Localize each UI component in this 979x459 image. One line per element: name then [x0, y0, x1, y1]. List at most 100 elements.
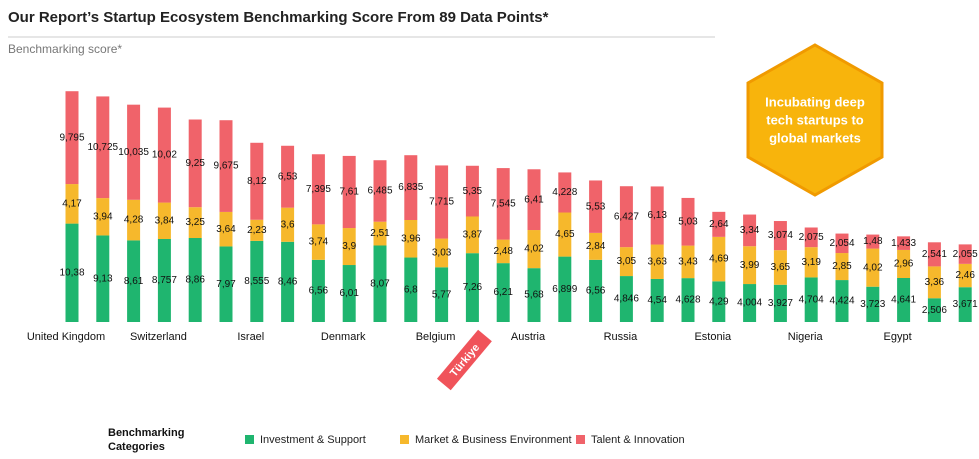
legend-title: Benchmarking Categories	[108, 427, 185, 453]
bar-segment	[250, 142, 264, 220]
data-label: 8,12	[247, 176, 267, 187]
bar-segment	[311, 224, 325, 260]
bar-segment	[96, 198, 110, 236]
callout-text: Incubating deep	[765, 94, 865, 109]
data-label: 6,899	[552, 284, 577, 295]
data-label: 3,63	[647, 256, 667, 267]
bar-segment	[743, 284, 757, 322]
bar-segment	[496, 239, 510, 264]
data-label: 4,628	[675, 295, 700, 306]
data-label: 2,46	[955, 270, 975, 281]
bar-segment	[127, 199, 141, 241]
bar-segment	[866, 286, 880, 322]
legend-swatch	[400, 435, 409, 444]
data-label: 3,99	[740, 260, 760, 271]
data-label: 4,704	[799, 294, 824, 305]
bar-segment	[835, 233, 849, 254]
bar-segment	[927, 242, 941, 267]
bar-segment	[65, 223, 79, 322]
data-label: 7,545	[491, 198, 516, 209]
bar-segment	[619, 247, 633, 277]
bar-segment	[773, 284, 787, 322]
bar-segment	[619, 276, 633, 322]
bar-segment	[927, 266, 941, 299]
data-label: 7,715	[429, 197, 454, 208]
data-label: 1,433	[891, 238, 916, 249]
data-label: 6,41	[524, 194, 544, 205]
data-label: 2,541	[922, 249, 947, 260]
bar-segment	[958, 263, 972, 288]
bar-segment	[619, 186, 633, 248]
data-label: 2,85	[832, 261, 852, 272]
bar-segment	[773, 250, 787, 285]
data-label: 10,725	[88, 142, 119, 153]
subtitle: Benchmarking score*	[8, 42, 122, 56]
bar-segment	[773, 221, 787, 251]
bar-segment	[681, 278, 695, 322]
bar-segment	[743, 214, 757, 247]
bar-segment	[373, 160, 387, 222]
data-label: 5,77	[432, 289, 452, 300]
bar-segment	[281, 241, 295, 322]
data-label: 3,9	[342, 241, 356, 252]
data-label: 4,02	[863, 262, 883, 273]
bar-segment	[558, 212, 572, 257]
bar-segment	[127, 240, 141, 322]
bar-segment	[188, 119, 202, 208]
data-label: 1,48	[863, 236, 883, 247]
data-label: 3,74	[309, 237, 329, 248]
data-label: 3,36	[925, 277, 945, 288]
bar-segment	[96, 96, 110, 199]
data-label: 6,56	[586, 286, 606, 297]
data-label: 9,795	[59, 132, 84, 143]
x-tick-label: Estonia	[694, 331, 732, 343]
data-label: 3,64	[216, 224, 236, 235]
data-label: 3,074	[768, 230, 793, 241]
bar-segment	[558, 172, 572, 213]
data-label: 3,43	[678, 257, 698, 268]
legend-label: Talent & Innovation	[591, 434, 685, 446]
data-label: 9,675	[213, 161, 238, 172]
bar-segment	[712, 281, 726, 322]
data-label: 7,61	[339, 187, 359, 198]
data-label: 10,02	[152, 150, 177, 161]
bar-segment	[311, 154, 325, 225]
data-label: 2,64	[709, 219, 729, 230]
legend-label: Investment & Support	[260, 434, 366, 446]
legend-swatch	[576, 435, 585, 444]
data-label: 2,506	[922, 305, 947, 316]
bar-segment	[681, 245, 695, 279]
bar-segment	[404, 257, 418, 322]
legend-swatch	[245, 435, 254, 444]
data-label: 6,13	[647, 210, 667, 221]
bar-segment	[465, 253, 479, 322]
bar-segment	[496, 168, 510, 240]
bar-segment	[712, 236, 726, 282]
bar-segment	[435, 165, 449, 239]
bar-segment	[650, 278, 664, 322]
data-label: 3,34	[740, 225, 760, 236]
x-tick-label: Russia	[604, 331, 639, 343]
data-label: 4,54	[647, 295, 667, 306]
data-label: 2,23	[247, 225, 267, 236]
data-label: 4,17	[62, 198, 82, 209]
bar-segment	[681, 197, 695, 246]
bar-segment	[404, 155, 418, 220]
data-label: 4,004	[737, 298, 762, 309]
data-label: 3,05	[617, 256, 637, 267]
data-label: 4,228	[552, 187, 577, 198]
data-label: 5,68	[524, 290, 544, 301]
x-tick-label: Israel	[237, 331, 264, 343]
bar-segment	[157, 107, 171, 203]
bar-segment	[65, 184, 79, 224]
bar-segment	[250, 240, 264, 322]
bar-segment	[835, 280, 849, 322]
chart-title: Our Report’s Startup Ecosystem Benchmark…	[8, 9, 549, 26]
data-label: 3,927	[768, 298, 793, 309]
bar-segment	[188, 207, 202, 239]
bar-segment	[650, 186, 664, 245]
data-label: 5,03	[678, 216, 698, 227]
data-label: 8,07	[370, 278, 390, 289]
bar-segment	[527, 268, 541, 322]
